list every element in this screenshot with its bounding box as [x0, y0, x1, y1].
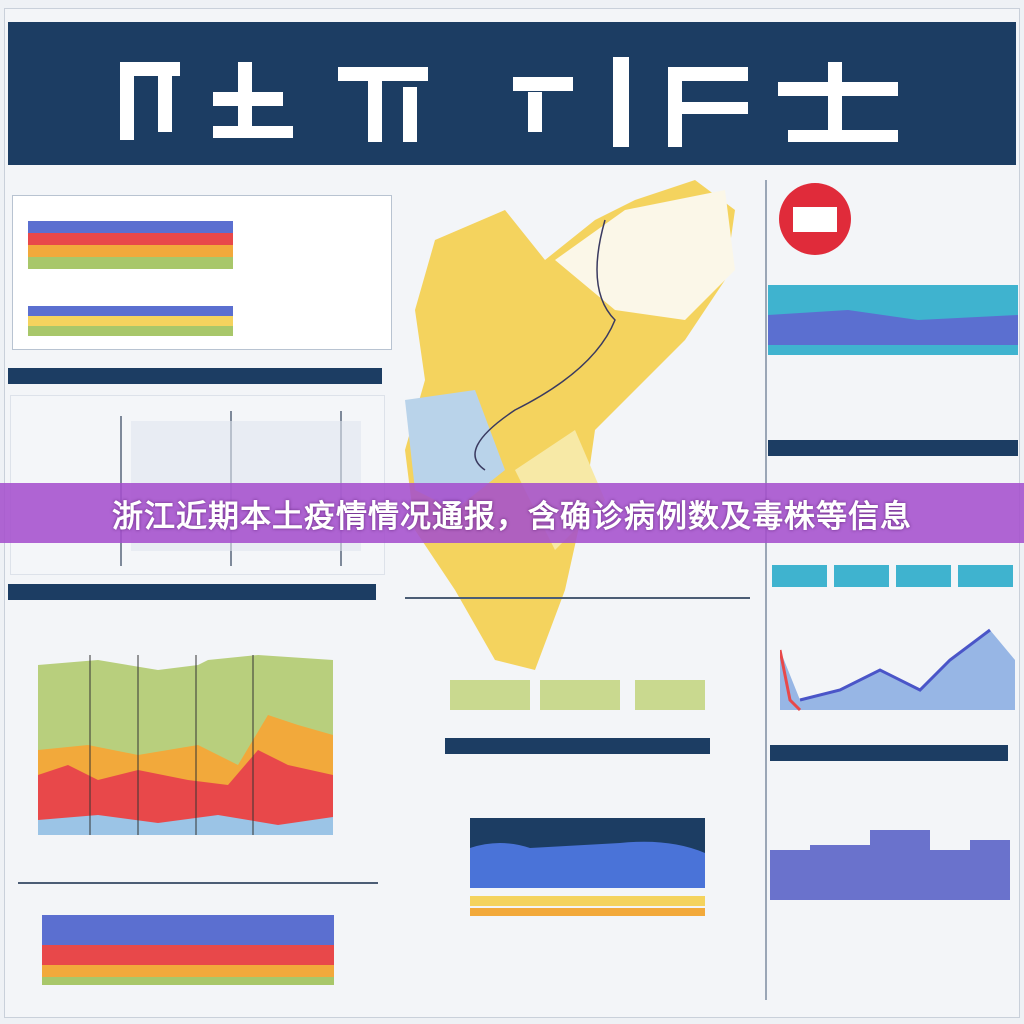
area-series-blue — [38, 815, 333, 835]
caption-banner: 浙江近期本土疫情情况通报，含确诊病例数及毒株等信息 — [0, 483, 1024, 543]
divider — [18, 882, 378, 884]
right-bar-chart — [770, 830, 1010, 900]
area-series-red — [38, 750, 333, 835]
section-header — [8, 368, 382, 384]
divider — [405, 597, 750, 599]
map-route — [474, 219, 616, 471]
stacked-bar — [42, 915, 334, 985]
right-line-chart — [780, 628, 1015, 712]
header-banner — [8, 22, 1016, 165]
right-cells — [772, 565, 1013, 587]
area-chart — [38, 655, 333, 835]
section-header — [445, 738, 710, 754]
section-header — [768, 440, 1018, 456]
section-header — [8, 584, 376, 600]
right-blue-chart — [768, 285, 1018, 355]
map-region-white — [555, 190, 735, 320]
left-summary-panel — [12, 195, 392, 350]
section-header — [770, 745, 1008, 761]
map-legend — [450, 680, 705, 710]
header-title-graphic — [120, 57, 898, 147]
caption-text: 浙江近期本土疫情情况通报，含确诊病例数及毒株等信息 — [112, 498, 912, 535]
alert-circle-icon — [779, 183, 851, 255]
summary-bars — [28, 221, 233, 336]
map-region-blue — [405, 390, 505, 510]
blue-area-chart — [470, 818, 705, 916]
divider — [765, 180, 767, 1000]
zhejiang-map — [405, 180, 735, 670]
